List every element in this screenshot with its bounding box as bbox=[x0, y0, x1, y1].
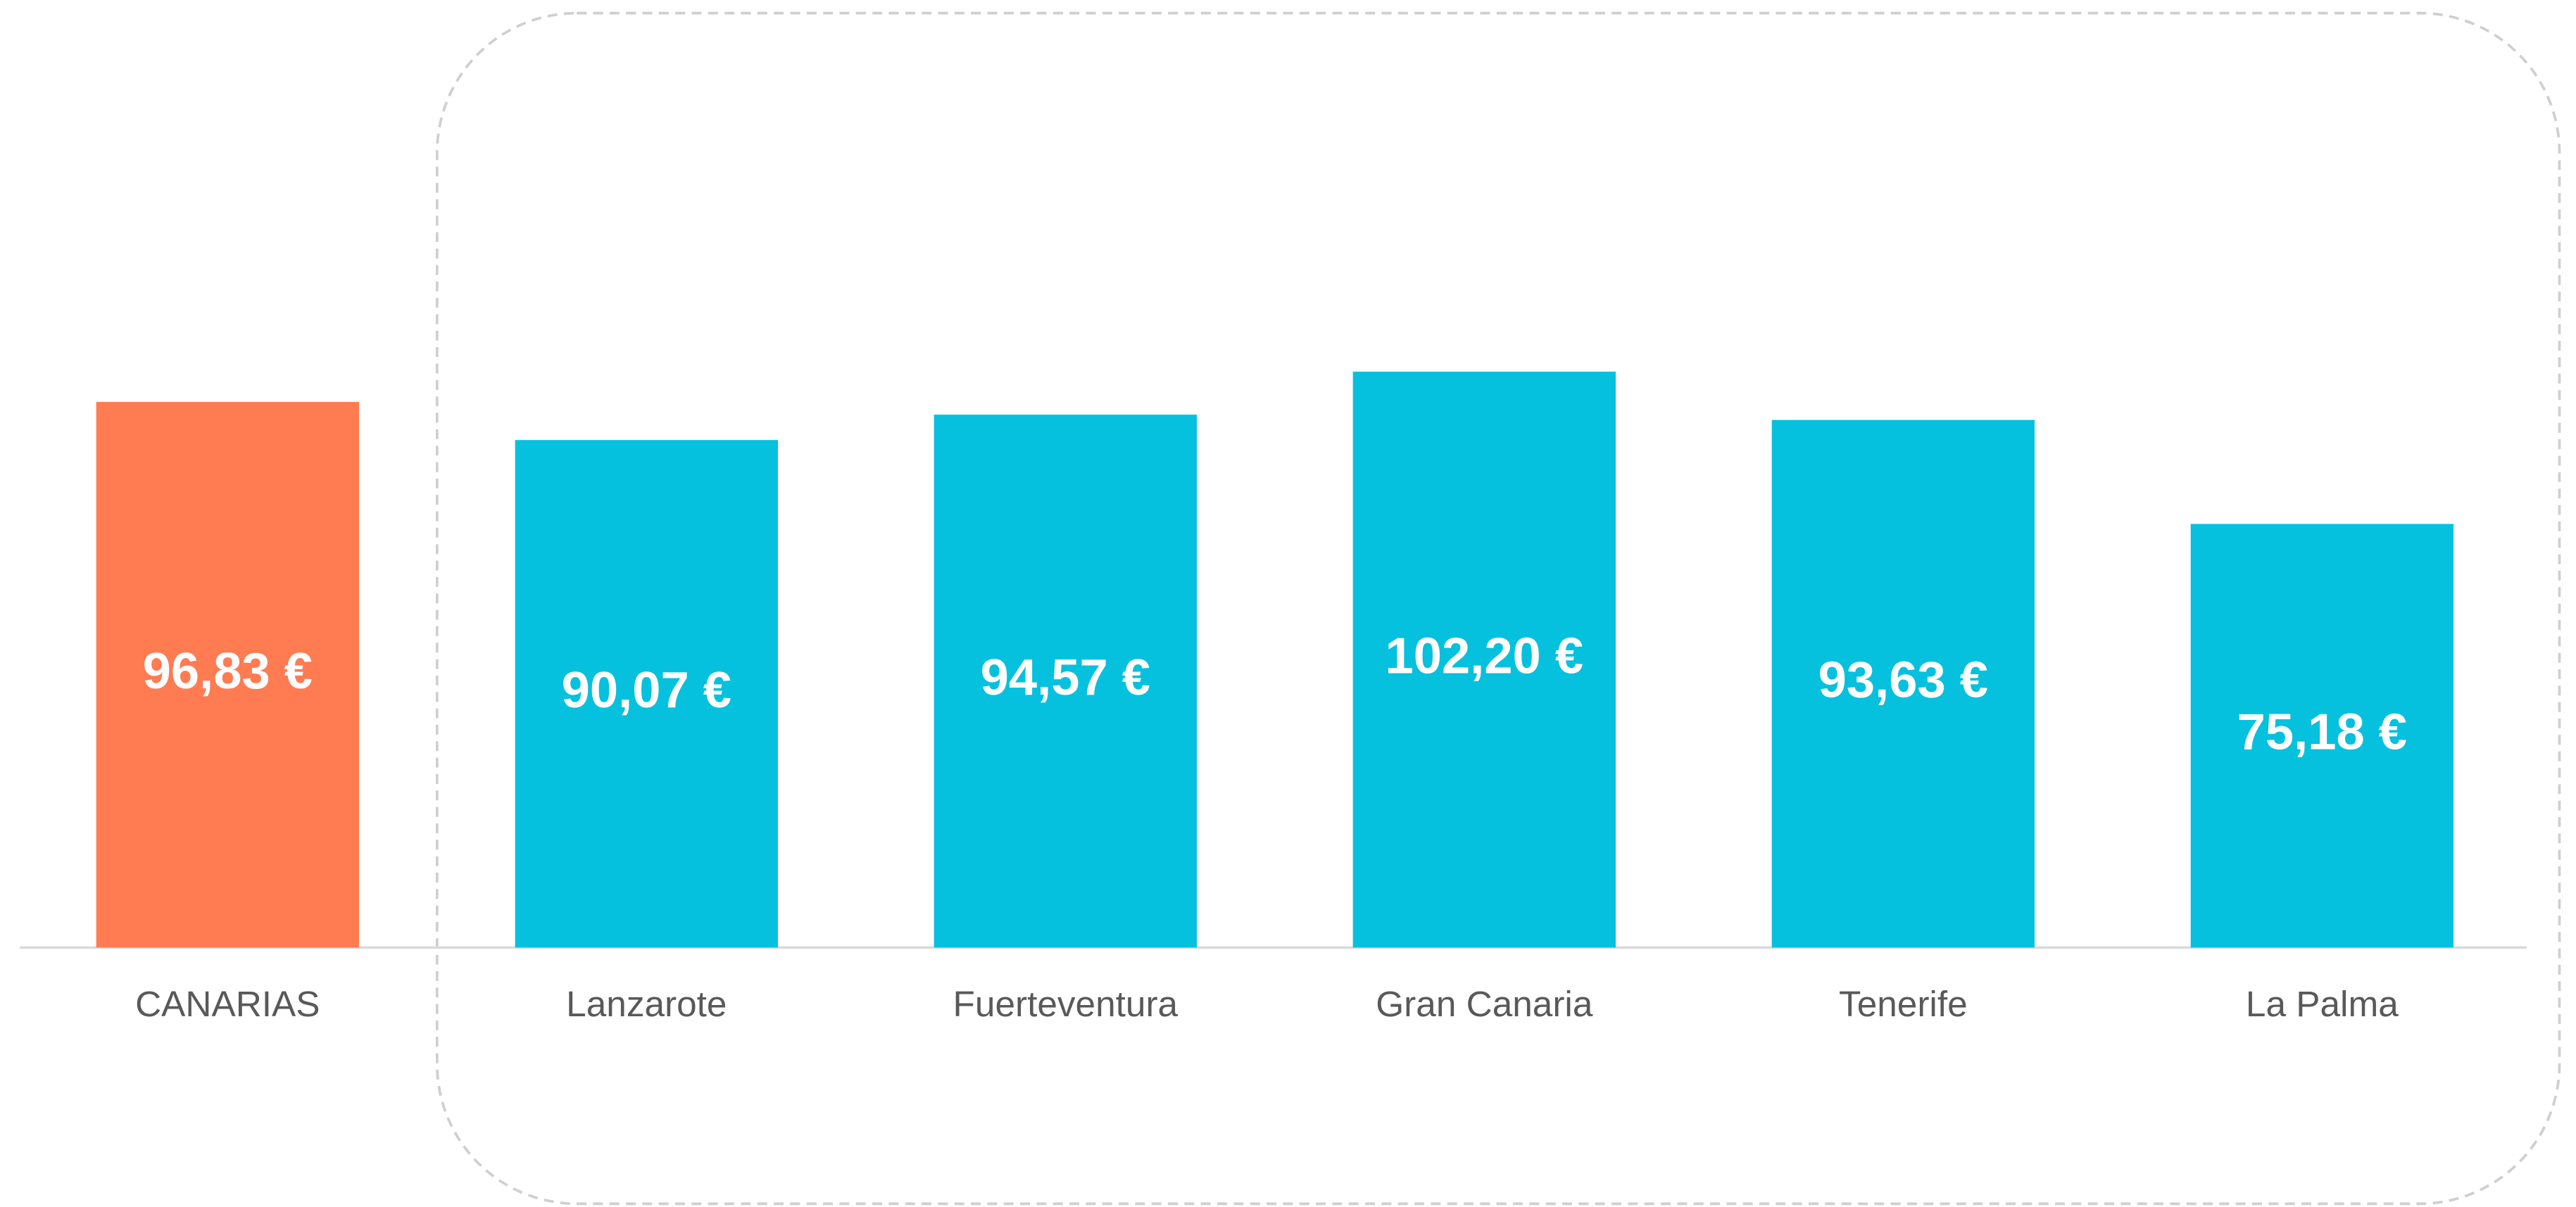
x-tick-label: Fuerteventura bbox=[953, 984, 1179, 1024]
x-tick-label: Gran Canaria bbox=[1376, 984, 1593, 1024]
bar bbox=[1352, 372, 1616, 948]
bar bbox=[515, 440, 778, 948]
x-tick-label: Lanzarote bbox=[566, 984, 727, 1024]
bar bbox=[96, 402, 359, 948]
x-tick-label: CANARIAS bbox=[135, 984, 320, 1024]
group-frame bbox=[435, 11, 2561, 1206]
bar bbox=[1771, 419, 2035, 948]
value-label: 90,07 € bbox=[562, 662, 731, 719]
value-label: 94,57 € bbox=[981, 650, 1150, 706]
value-label: 93,63 € bbox=[1818, 652, 1988, 709]
value-label: 102,20 € bbox=[1386, 628, 1584, 684]
x-tick-label: Tenerife bbox=[1839, 984, 1968, 1024]
x-tick-label: La Palma bbox=[2246, 984, 2399, 1024]
bar bbox=[934, 415, 1197, 948]
value-label: 96,83 € bbox=[143, 643, 313, 700]
value-label: 75,18 € bbox=[2237, 704, 2407, 760]
bar bbox=[2190, 524, 2454, 948]
